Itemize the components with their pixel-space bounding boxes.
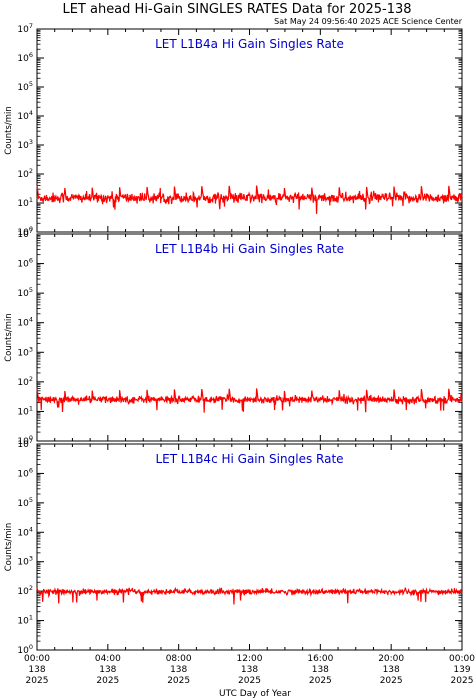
svg-text:00:00: 00:00 (24, 654, 50, 664)
y-tick-label: 105 (17, 80, 33, 93)
svg-text:138: 138 (241, 665, 258, 675)
svg-text:2025: 2025 (167, 676, 190, 686)
y-tick-label: 103 (17, 138, 33, 151)
svg-text:16:00: 16:00 (307, 654, 333, 664)
y-tick-label: 105 (17, 286, 33, 299)
y-axis-label: Counts/min (4, 523, 14, 572)
svg-text:2025: 2025 (26, 676, 49, 686)
plot-frame (36, 28, 463, 233)
svg-text:139: 139 (453, 665, 470, 675)
svg-text:20:00: 20:00 (378, 654, 404, 664)
y-tick-label: 102 (17, 584, 33, 597)
y-tick-label: 104 (17, 109, 33, 122)
x-axis-label: UTC Day of Year (219, 689, 291, 699)
svg-text:04:00: 04:00 (95, 654, 121, 664)
figure-title: LET ahead Hi-Gain SINGLES RATES Data for… (62, 2, 411, 17)
y-tick-label: 107 (17, 22, 33, 35)
svg-text:2025: 2025 (309, 676, 332, 686)
panels-group: 100 101 102 103 104 105 106 107 Counts/min LET L1… (4, 22, 463, 656)
y-axis-label: Counts/min (4, 106, 14, 155)
series-line (36, 586, 463, 605)
y-tick-label: 100 (17, 434, 33, 447)
plot-frame (36, 443, 463, 651)
panel-2: 100 101 102 103 104 105 106 107 Counts/min LET L1… (4, 227, 463, 447)
y-tick-label: 106 (17, 466, 33, 479)
panel-1: 100 101 102 103 104 105 106 107 Counts/min LET L1… (4, 22, 463, 238)
y-tick-label: 103 (17, 555, 33, 568)
y-tick-label: 103 (17, 345, 33, 358)
svg-text:138: 138 (99, 665, 116, 675)
svg-text:12:00: 12:00 (237, 654, 263, 664)
y-tick-label: 106 (17, 257, 33, 270)
y-tick-label: 101 (17, 196, 33, 209)
svg-text:00:00: 00:00 (449, 654, 475, 664)
svg-text:2025: 2025 (238, 676, 261, 686)
panel-title: LET L1B4b Hi Gain Singles Rate (155, 242, 344, 256)
panel-title: LET L1B4c Hi Gain Singles Rate (155, 452, 343, 466)
svg-text:2025: 2025 (96, 676, 119, 686)
series-line (36, 185, 463, 214)
x-axis-labels: 00:00138202504:00138202508:00138202512:0… (24, 654, 475, 686)
y-tick-label: 102 (17, 375, 33, 388)
y-tick-label: 105 (17, 496, 33, 509)
svg-text:2025: 2025 (380, 676, 403, 686)
y-tick-label: 104 (17, 525, 33, 538)
series-line (36, 388, 463, 413)
y-tick-label: 104 (17, 316, 33, 329)
svg-text:138: 138 (312, 665, 329, 675)
generation-timestamp: Sat May 24 09:56:40 2025 ACE Science Cen… (274, 17, 463, 26)
y-tick-label: 101 (17, 614, 33, 627)
y-tick-label: 107 (17, 227, 33, 240)
svg-text:138: 138 (383, 665, 400, 675)
svg-text:2025: 2025 (451, 676, 474, 686)
y-axis-label: Counts/min (4, 313, 14, 362)
y-tick-label: 102 (17, 167, 33, 180)
panel-title: LET L1B4a Hi Gain Singles Rate (155, 37, 344, 51)
y-tick-label: 100 (17, 643, 33, 656)
svg-text:138: 138 (28, 665, 45, 675)
plot-frame (36, 233, 463, 442)
y-tick-label: 100 (17, 225, 33, 238)
svg-text:08:00: 08:00 (166, 654, 192, 664)
panel-3: 100 101 102 103 104 105 106 107 Counts/min LET L1… (4, 437, 463, 656)
y-tick-label: 101 (17, 404, 33, 417)
y-tick-label: 107 (17, 437, 33, 450)
y-tick-label: 106 (17, 51, 33, 64)
svg-text:138: 138 (170, 665, 187, 675)
